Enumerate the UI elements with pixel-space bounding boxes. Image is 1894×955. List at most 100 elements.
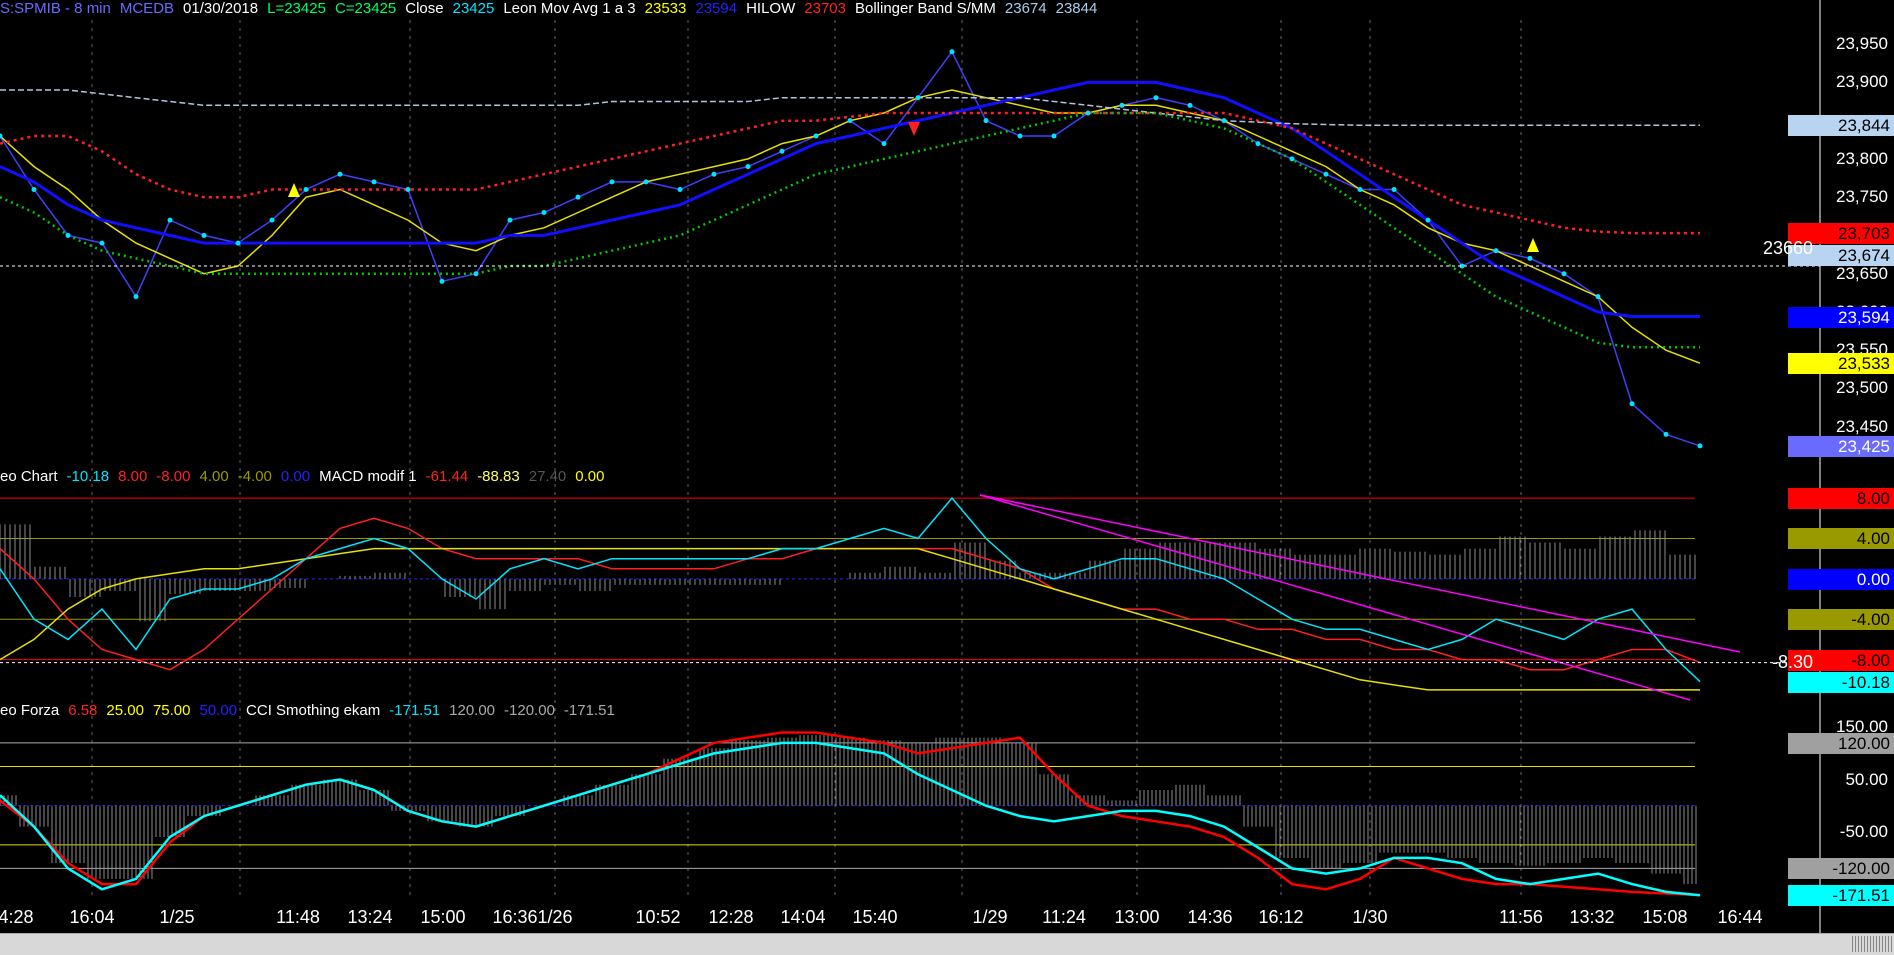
cci-legend-item: -120.00 [504, 702, 555, 719]
price-point [1323, 171, 1329, 177]
axis-value-box: -8.00 [1788, 649, 1894, 671]
time-tick-label: 16:12 [1258, 907, 1304, 927]
time-tick-label: 10:52 [635, 907, 681, 927]
price-point [983, 118, 989, 124]
axis-value-box: 0.00 [1788, 568, 1894, 590]
time-tick-label: 13:00 [1114, 907, 1160, 927]
gridlines [91, 20, 1522, 900]
price-point [949, 49, 955, 55]
price-point [881, 141, 887, 147]
price-point [507, 217, 513, 223]
price-point [1561, 271, 1567, 277]
axis-tick-label: 23,450 [1836, 416, 1888, 436]
axis-value-box: 23,533 [1788, 353, 1894, 375]
cci-legend-item: 25.00 [106, 702, 144, 719]
price-point [1153, 95, 1159, 101]
price-point [1255, 141, 1261, 147]
price-point [1697, 443, 1703, 449]
macd-legend: eo Chart -10.18 8.00 -8.00 4.00 -4.00 0.00 MACD… [0, 468, 613, 486]
price-point [1187, 102, 1193, 108]
price-legend-item: 23703 [804, 0, 846, 17]
cci-panel [0, 731, 1701, 897]
price-point [745, 164, 751, 170]
price-legend-item: HILOW [746, 0, 796, 17]
price-point [1051, 133, 1057, 139]
horizontal-scrollbar[interactable] [0, 933, 1894, 955]
bollinger-line [0, 89, 1700, 126]
time-tick-label: 16:36 [492, 907, 538, 927]
cci-legend-item: 75.00 [152, 702, 191, 719]
time-tick-label: 15:40 [852, 907, 898, 927]
axis-tick-label: 23,900 [1836, 72, 1888, 92]
price-point [677, 187, 683, 193]
cci-cyan-line [0, 741, 1701, 897]
time-tick-label: 4:28 [0, 907, 34, 927]
price-legend-item: 23533 [644, 0, 687, 17]
axis-tick-label: 23,800 [1836, 148, 1888, 168]
price-point [779, 148, 785, 154]
price-point [1357, 187, 1363, 193]
price-point [1017, 133, 1023, 139]
time-tick-label: 1/29 [972, 907, 1008, 927]
time-tick-label: 1/25 [159, 907, 195, 927]
axis-tick-label: 23,750 [1836, 187, 1888, 207]
time-tick-label: 11:56 [1499, 907, 1543, 927]
cci-legend-item: eo Forza [0, 702, 60, 719]
price-crosshair-label: 23660 [1763, 238, 1814, 258]
price-point [1459, 263, 1465, 269]
price-point [235, 240, 241, 246]
axis-value-box: -4.00 [1788, 609, 1894, 631]
axis-value-box: -171.51 [1788, 885, 1894, 907]
price-point [1119, 102, 1125, 108]
macd-legend-item: 0.00 [575, 468, 605, 485]
price-panel [0, 49, 1820, 449]
scrollbar-thumb[interactable] [1850, 936, 1894, 952]
price-point [473, 271, 479, 277]
time-tick-label: 11:48 [276, 907, 320, 927]
axis-value-box: -120.00 [1788, 858, 1894, 880]
price-point [1425, 217, 1431, 223]
price-point [1629, 401, 1635, 407]
price-point [643, 179, 649, 185]
price-legend-item: C=23425 [334, 0, 397, 17]
price-legend-item: L=23425 [267, 0, 326, 17]
macd-panel [0, 494, 1820, 701]
hilow-line [0, 111, 1700, 235]
price-point [65, 232, 71, 238]
price-point [813, 133, 819, 139]
macd-legend-item: 0.00 [280, 468, 311, 485]
price-point [337, 171, 343, 177]
price-point [31, 187, 37, 193]
macd-yellow-line [0, 547, 1700, 691]
price-point [133, 294, 139, 300]
price-point [1663, 431, 1669, 437]
time-tick-label: 15:00 [420, 907, 466, 927]
axis-value-box: 8.00 [1788, 488, 1894, 510]
price-point [167, 217, 173, 223]
price-point [1493, 248, 1499, 254]
macd-legend-item: -88.83 [477, 468, 520, 485]
axis-tick-label: 50.00 [1845, 769, 1888, 789]
macd-legend-item: -4.00 [237, 468, 272, 485]
price-point [439, 278, 445, 284]
axis-tick-label: 23,650 [1836, 263, 1888, 283]
price-legend-item: 23594 [695, 0, 738, 17]
up-arrow-icon [288, 183, 300, 197]
cci-legend-item: 6.58 [68, 702, 98, 719]
time-tick-label: 16:44 [1717, 907, 1763, 927]
trendline [979, 494, 1691, 701]
axis-tick-label: 23,500 [1836, 378, 1888, 398]
axis-value-box: 23,844 [1788, 115, 1894, 137]
time-tick-label: 1/26 [537, 907, 573, 927]
time-tick-label: 12:28 [708, 907, 754, 927]
axis-value-box: -10.18 [1788, 671, 1894, 693]
time-tick-label: 1/30 [1352, 907, 1388, 927]
macd-legend-item: -61.44 [425, 468, 469, 485]
cci-legend-item: 50.00 [199, 702, 238, 719]
price-point [609, 179, 615, 185]
up-arrow-icon [1527, 238, 1539, 252]
axis-value-box: 23,594 [1788, 306, 1894, 328]
axis-value-box: 23,674 [1788, 245, 1894, 267]
price-legend-item: 23674 [1004, 0, 1047, 17]
price-point [541, 209, 547, 215]
